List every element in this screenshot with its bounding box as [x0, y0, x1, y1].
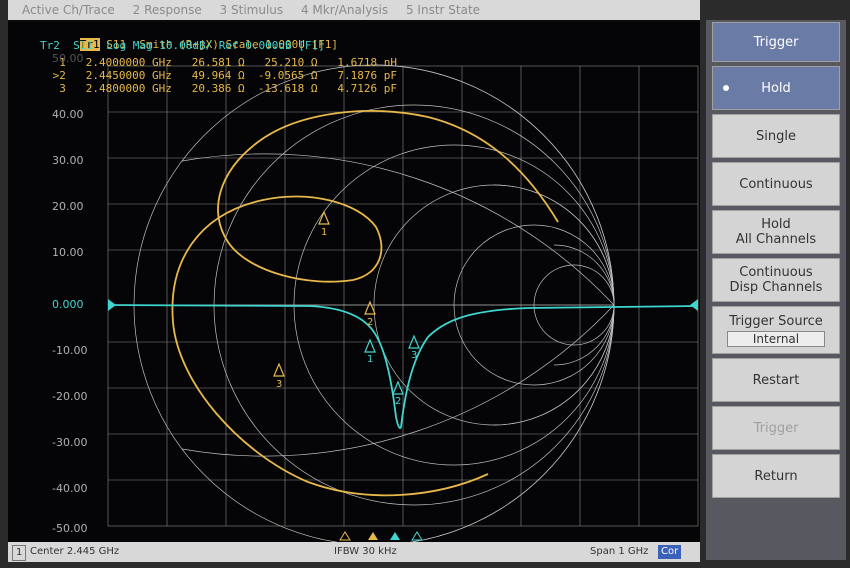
smith-chart-grid [133, 64, 615, 542]
y-label-minus20: -20.00 [52, 390, 88, 403]
softkey-title: Trigger [712, 22, 840, 62]
return-button[interactable]: Return [712, 454, 840, 498]
plot-area: 1 2 3 1 2 3 Tr1 S11 Smith (R+jX) Scale 1… [8, 22, 700, 542]
restart-button[interactable]: Restart [712, 358, 840, 402]
trigger-source-button[interactable]: Trigger Source Internal [712, 306, 840, 354]
y-label-ghost: 50.00 [52, 52, 84, 65]
y-label-40: 40.00 [52, 108, 84, 121]
hold-button[interactable]: Hold [712, 66, 840, 110]
ref-pointer-left [108, 299, 116, 311]
logmag-marker-tag-2: 2 [395, 396, 401, 407]
rect-grid [107, 65, 699, 527]
trace1-tag[interactable]: Tr1 [79, 38, 100, 51]
continuous-disp-channels-button[interactable]: Continuous Disp Channels [712, 258, 840, 302]
smith-marker-tags [273, 210, 376, 377]
smith-marker-tag-3: 3 [276, 379, 282, 390]
stimulus-marker-4 [411, 531, 423, 541]
logmag-marker-tag-3: 3 [411, 350, 417, 361]
logmag-trace [107, 304, 699, 430]
softkey-panel: Trigger Hold Single Continuous Hold All … [706, 20, 846, 560]
trace2-header[interactable]: Tr2 S11 Log Mag 10.00dB/ Ref 0.000dB [F1… [40, 39, 325, 52]
smith-trace [171, 110, 559, 497]
marker-readout-2: >2 2.4450000 GHz 49.964 Ω -9.0565 Ω 7.18… [46, 69, 397, 82]
single-button[interactable]: Single [712, 114, 840, 158]
y-label-minus30: -30.00 [52, 436, 88, 449]
analyzer-screen: Active Ch/Trace 2 Response 3 Stimulus 4 … [8, 0, 700, 562]
smith-marker-tag-2: 2 [367, 317, 373, 328]
menu-item-instr-state[interactable]: 5 Instr State [405, 3, 481, 17]
menu-item-response[interactable]: 2 Response [132, 3, 202, 17]
y-label-20: 20.00 [52, 200, 84, 213]
logmag-marker-tag-1: 1 [367, 354, 373, 365]
status-bar: 1 Center 2.445 GHz IFBW 30 kHz Span 1 GH… [8, 542, 700, 562]
marker-readout-1: 1 2.4000000 GHz 26.581 Ω 25.210 Ω 1.6718… [46, 56, 397, 69]
y-label-30: 30.00 [52, 154, 84, 167]
ref-pointer-right [690, 299, 698, 311]
trigger-source-label: Trigger Source [729, 313, 823, 329]
stimulus-marker-1 [339, 531, 351, 541]
hold-label: Hold [761, 80, 791, 96]
hold-all-label-2: All Channels [735, 232, 817, 247]
trace1-header[interactable]: Tr1 S11 Smith (R+jX) Scale 1.000U [F1] [40, 25, 338, 64]
smith-marker-tag-1: 1 [321, 227, 327, 238]
span: Span 1 GHz [590, 546, 649, 557]
ifbw: IFBW 30 kHz [334, 546, 397, 557]
menu-bar: Active Ch/Trace 2 Response 3 Stimulus 4 … [8, 0, 700, 20]
stimulus-marker-2 [368, 532, 378, 540]
correction-badge: Cor [658, 545, 682, 559]
y-label-minus40: -40.00 [52, 482, 88, 495]
cont-disp-label-1: Continuous [739, 265, 813, 280]
y-label-10: 10.00 [52, 246, 84, 259]
logmag-marker-tags [364, 334, 420, 395]
y-label-minus50: -50.00 [52, 522, 88, 535]
hold-all-channels-button[interactable]: Hold All Channels [712, 210, 840, 254]
hold-all-label-1: Hold [761, 217, 791, 232]
y-label-0: 0.000 [52, 298, 84, 311]
y-label-minus10: -10.00 [52, 344, 88, 357]
menu-item-mkr-analysis[interactable]: 4 Mkr/Analysis [300, 3, 389, 17]
channel-indicator[interactable]: 1 [12, 545, 27, 561]
stimulus-marker-3 [390, 532, 400, 540]
trace1-text: S11 Smith (R+jX) Scale 1.000U [F1] [106, 38, 339, 51]
continuous-button[interactable]: Continuous [712, 162, 840, 206]
marker-readout-3: 3 2.4800000 GHz 20.386 Ω -13.618 Ω 4.712… [46, 82, 397, 95]
menu-item-stimulus[interactable]: 3 Stimulus [219, 3, 284, 17]
trigger-source-value: Internal [727, 330, 825, 347]
cont-disp-label-2: Disp Channels [729, 280, 823, 295]
menu-item-active-trace[interactable]: Active Ch/Trace [22, 3, 115, 17]
trigger-button[interactable]: Trigger [712, 406, 840, 450]
center-frequency: Center 2.445 GHz [30, 546, 120, 557]
plot-graphics: 1 2 3 1 2 3 [107, 64, 699, 542]
selected-dot-icon [723, 85, 729, 91]
